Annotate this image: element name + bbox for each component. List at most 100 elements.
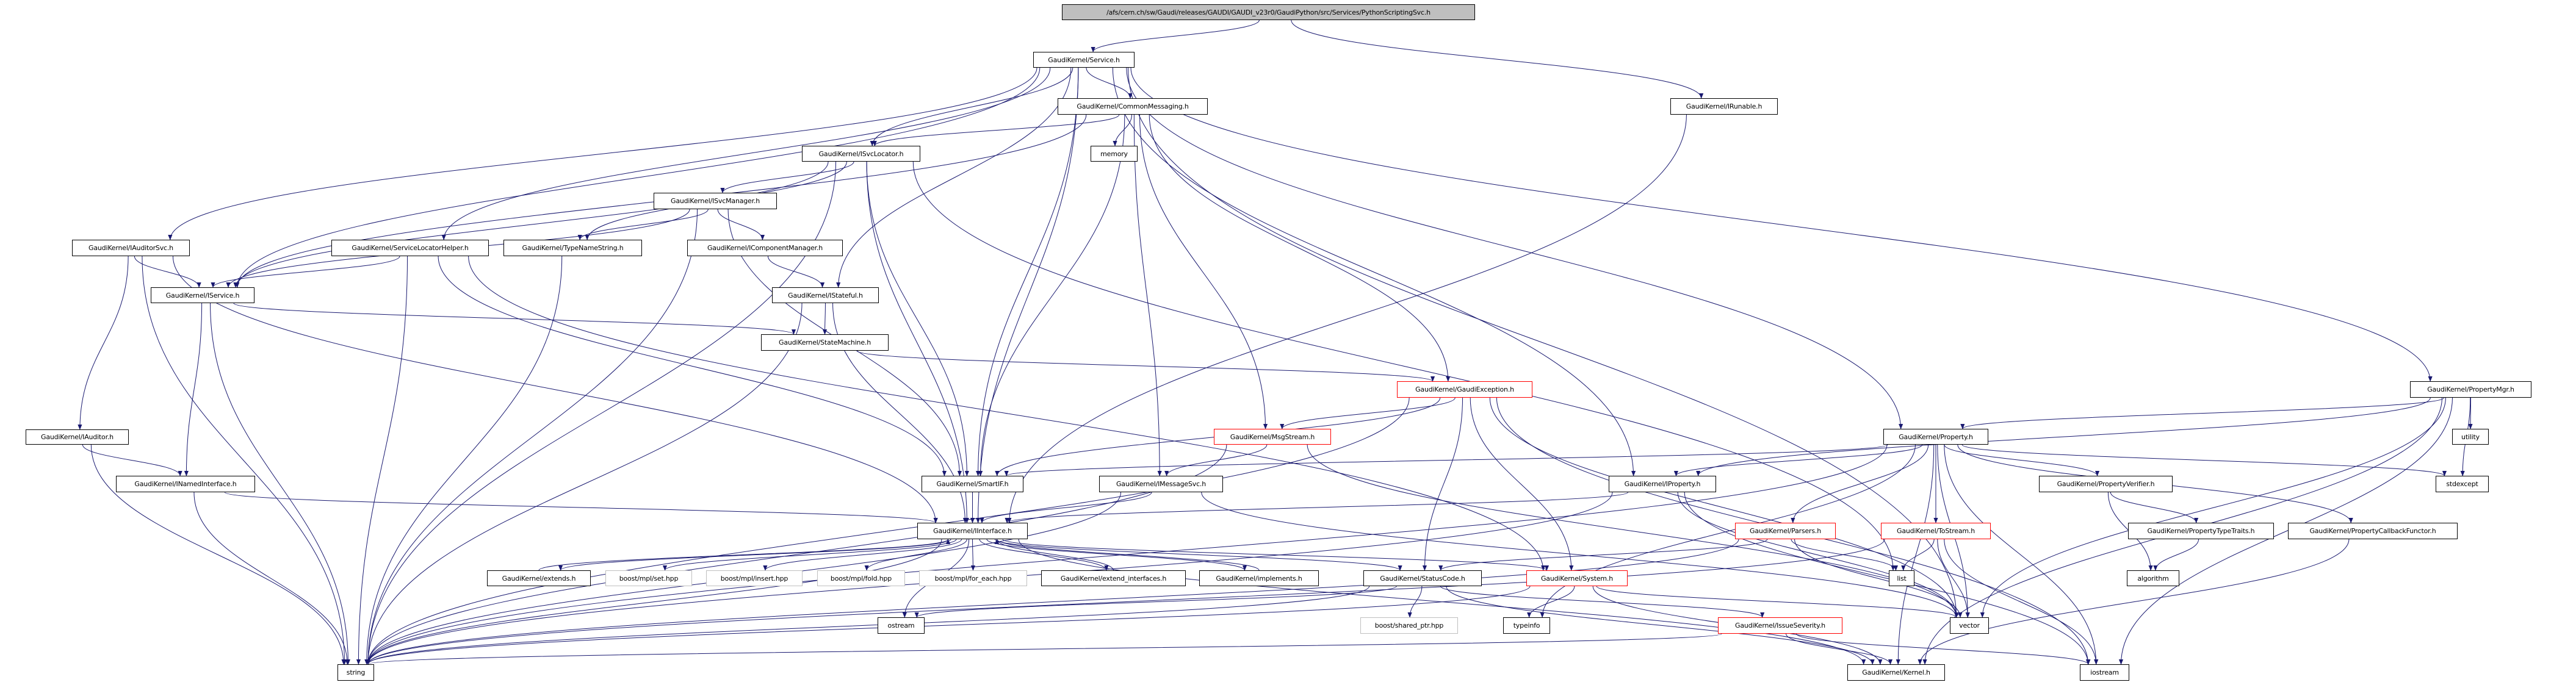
edge-tostream-to-vector — [1937, 539, 1970, 618]
node-typenamestring[interactable]: GaudiKernel/TypeNameString.h — [503, 240, 642, 256]
edge-iinterface-to-extends — [558, 539, 951, 571]
node-label: vector — [1959, 622, 1980, 629]
node-algorithm[interactable]: algorithm — [2127, 570, 2179, 586]
edge-irunable-to-iinterface — [1007, 114, 1687, 523]
node-label: boost/mpl/for_each.hpp — [934, 574, 1012, 583]
edge-msgstream-to-imessagesvc — [1164, 444, 1268, 476]
node-iproperty[interactable]: GaudiKernel/IProperty.h — [1609, 476, 1716, 492]
edge-iinterface-to-implements — [986, 539, 1247, 571]
node-label: GaudiKernel/MsgStream.h — [1230, 432, 1315, 441]
edge-issueseverity-to-string — [366, 633, 1722, 665]
node-boostset[interactable]: boost/mpl/set.hpp — [605, 570, 692, 586]
edge-inamedinterface-to-iinterface — [224, 492, 938, 523]
node-boostfold[interactable]: boost/mpl/fold.hpp — [817, 570, 905, 586]
node-label: memory — [1100, 149, 1128, 158]
edge-iservice-to-inamedinterface — [184, 303, 203, 476]
edge-istateful-to-string — [366, 303, 803, 665]
edge-issueseverity-to-kernel — [1786, 633, 1893, 665]
node-servicelocatorhelper[interactable]: GaudiKernel/ServiceLocatorHelper.h — [331, 240, 489, 256]
edge-propertyverifier-to-propertytypetraits — [2110, 492, 2199, 523]
node-label: GaudiKernel/IService.h — [165, 291, 240, 299]
edge-statuscode-to-boostsharedptr — [1407, 586, 1423, 618]
node-boostsharedptr[interactable]: boost/shared_ptr.hpp — [1360, 617, 1458, 634]
edge-issueseverity-to-iostream — [1796, 633, 2091, 665]
node-inamedinterface[interactable]: GaudiKernel/INamedInterface.h — [116, 476, 255, 492]
node-memory[interactable]: memory — [1091, 146, 1138, 162]
edge-isvclocator-to-iservice — [233, 161, 829, 288]
node-label: string — [346, 669, 366, 676]
edge-typenamestring-to-string — [364, 256, 563, 665]
node-irunable[interactable]: GaudiKernel/IRunable.h — [1670, 98, 1778, 115]
node-system[interactable]: GaudiKernel/System.h — [1526, 570, 1628, 586]
node-stdexcept[interactable]: stdexcept — [2436, 476, 2489, 492]
node-boostforeach[interactable]: boost/mpl/for_each.hpp — [919, 570, 1027, 586]
edge-iinterface-to-boostinsert — [763, 539, 962, 571]
edge-isvclocator-to-iinterface — [866, 161, 969, 523]
edge-propertymgr-to-property — [1960, 397, 2445, 429]
edge-propertytypetraits-to-algorithm — [2153, 539, 2199, 571]
node-typeinfo[interactable]: typeinfo — [1503, 617, 1550, 634]
node-label: GaudiKernel/extends.h — [502, 574, 576, 583]
node-implements[interactable]: GaudiKernel/implements.h — [1199, 570, 1319, 586]
edge-property-to-parsers — [1791, 444, 1929, 523]
node-service[interactable]: GaudiKernel/Service.h — [1033, 52, 1135, 68]
node-isvcmanager[interactable]: GaudiKernel/ISvcManager.h — [654, 193, 777, 209]
edge-property-to-string — [366, 444, 1888, 665]
node-extends[interactable]: GaudiKernel/extends.h — [487, 570, 591, 586]
node-vector[interactable]: vector — [1950, 617, 1989, 634]
node-propertymgr[interactable]: GaudiKernel/PropertyMgr.h — [2410, 381, 2531, 398]
edge-tostream-to-list — [1901, 539, 1935, 571]
node-imessagesvc[interactable]: GaudiKernel/IMessageSvc.h — [1099, 476, 1223, 492]
node-statuscode[interactable]: GaudiKernel/StatusCode.h — [1363, 570, 1482, 586]
node-utility[interactable]: utility — [2452, 429, 2489, 445]
node-msgstream[interactable]: GaudiKernel/MsgStream.h — [1214, 429, 1331, 445]
node-label: boost/mpl/fold.hpp — [830, 574, 892, 583]
node-iauditor[interactable]: GaudiKernel/IAuditor.h — [26, 429, 129, 445]
edge-imessagesvc-to-vector — [1201, 492, 1959, 618]
node-gaudiexception[interactable]: GaudiKernel/GaudiException.h — [1397, 381, 1532, 398]
node-propertytypetraits[interactable]: GaudiKernel/PropertyTypeTraits.h — [2128, 523, 2274, 539]
node-icomponentmanager[interactable]: GaudiKernel/IComponentManager.h — [687, 240, 843, 256]
node-propertycallbackfunctor[interactable]: GaudiKernel/PropertyCallbackFunctor.h — [2288, 523, 2458, 539]
node-label: GaudiKernel/StateMachine.h — [779, 339, 871, 346]
node-iauditorsvc[interactable]: GaudiKernel/IAuditorSvc.h — [72, 240, 190, 256]
edge-isvcmanager-to-icomponentmanager — [717, 209, 765, 240]
node-property[interactable]: GaudiKernel/Property.h — [1883, 429, 1988, 445]
node-issueseverity[interactable]: GaudiKernel/IssueSeverity.h — [1718, 617, 1842, 634]
edge-property-to-propertyverifier — [1944, 444, 2100, 476]
edge-extends-to-iinterface — [538, 539, 950, 571]
node-label: /afs/cern.ch/sw/Gaudi/releases/GAUDI/GAU… — [1106, 8, 1431, 16]
edge-propertymgr-to-iostream — [2118, 397, 2453, 665]
node-isvclocator[interactable]: GaudiKernel/ISvcLocator.h — [802, 146, 920, 162]
node-parsers[interactable]: GaudiKernel/Parsers.h — [1735, 523, 1836, 539]
node-tostream[interactable]: GaudiKernel/ToStream.h — [1881, 523, 1991, 539]
node-kernel[interactable]: GaudiKernel/Kernel.h — [1847, 664, 1945, 681]
node-label: list — [1897, 574, 1907, 583]
node-statemachine[interactable]: GaudiKernel/StateMachine.h — [761, 334, 889, 351]
node-extendinterfaces[interactable]: GaudiKernel/extend_interfaces.h — [1041, 570, 1186, 586]
node-istateful[interactable]: GaudiKernel/IStateful.h — [772, 287, 879, 303]
edge-propertymgr-to-iproperty — [1696, 397, 2431, 476]
node-ostream[interactable]: ostream — [878, 617, 925, 634]
node-label: GaudiKernel/TypeNameString.h — [522, 244, 624, 252]
node-label: GaudiKernel/SmartIF.h — [936, 480, 1009, 488]
node-iostream[interactable]: iostream — [2080, 664, 2129, 681]
node-string[interactable]: string — [337, 664, 374, 681]
node-label: GaudiKernel/PropertyTypeTraits.h — [2147, 527, 2255, 535]
node-label: GaudiKernel/IMessageSvc.h — [1116, 480, 1206, 488]
node-smartif[interactable]: GaudiKernel/SmartIF.h — [922, 476, 1023, 492]
edge-commonmessaging-to-smartif — [978, 114, 1125, 476]
node-label: GaudiKernel/ISvcLocator.h — [818, 149, 904, 158]
node-label: GaudiKernel/System.h — [1540, 574, 1614, 583]
edge-parsers-to-string — [366, 539, 1739, 665]
node-list[interactable]: list — [1889, 570, 1914, 586]
node-boostinsert[interactable]: boost/mpl/insert.hpp — [706, 570, 803, 586]
node-iinterface[interactable]: GaudiKernel/IInterface.h — [917, 523, 1028, 539]
node-commonmessaging[interactable]: GaudiKernel/CommonMessaging.h — [1058, 98, 1208, 115]
edge-iauditorsvc-to-string — [142, 256, 347, 665]
edge-commonmessaging-to-imessagesvc — [1133, 114, 1162, 476]
node-label: iostream — [2090, 669, 2119, 676]
node-propertyverifier[interactable]: GaudiKernel/PropertyVerifier.h — [2039, 476, 2173, 492]
node-iservice[interactable]: GaudiKernel/IService.h — [151, 287, 254, 303]
